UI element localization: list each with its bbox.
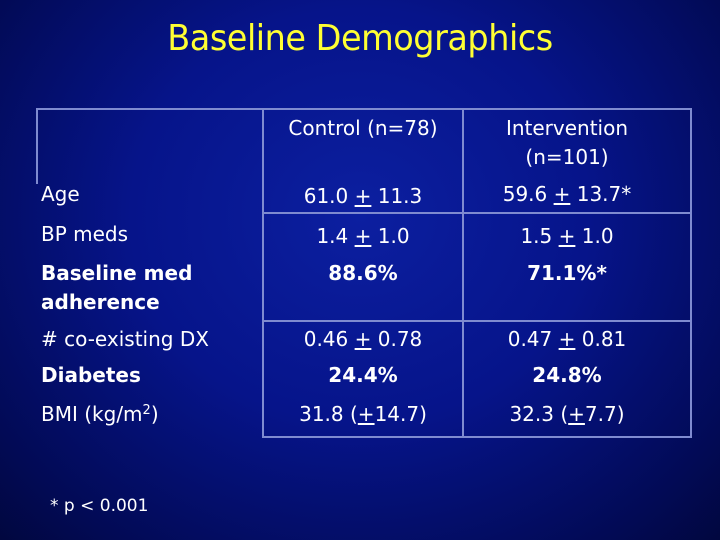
adherence-intervention: 71.1%* xyxy=(527,261,607,285)
row-rule-adherence xyxy=(264,320,692,322)
adherence-control: 88.6% xyxy=(328,261,398,285)
row-label-adherence-line1: Baseline med xyxy=(41,261,193,285)
age-control: 61.0 + 11.3 xyxy=(303,184,423,208)
col-divider-2 xyxy=(462,108,464,438)
row-label-coexisting-dx: # co-existing DX xyxy=(41,327,209,351)
row-label-adherence-line2: adherence xyxy=(41,290,160,314)
bp-meds-control: 1.4 + 1.0 xyxy=(316,224,410,248)
col-divider-1 xyxy=(262,108,264,438)
row-label-age: Age xyxy=(41,182,80,206)
bp-meds-intervention: 1.5 + 1.0 xyxy=(520,224,614,248)
header-control: Control (n=78) xyxy=(288,116,438,140)
table-top-border xyxy=(36,108,692,110)
table-left-border xyxy=(36,108,38,184)
row-label-diabetes: Diabetes xyxy=(41,363,141,387)
slide-title: Baseline Demographics xyxy=(167,18,553,59)
significance-footnote: * p < 0.001 xyxy=(50,496,149,516)
header-intervention-line1: Intervention xyxy=(505,116,629,140)
diabetes-control: 24.4% xyxy=(328,363,398,387)
age-intervention: 59.6 + 13.7* xyxy=(502,182,632,206)
header-intervention-line2: (n=101) xyxy=(525,145,609,169)
diabetes-intervention: 24.8% xyxy=(532,363,602,387)
row-label-bp-meds: BP meds xyxy=(41,222,129,246)
bmi-control: 31.8 (+14.7) xyxy=(299,402,427,426)
coexisting-dx-control: 0.46 + 0.78 xyxy=(303,327,423,351)
table-bottom-border xyxy=(264,436,692,438)
table-right-border xyxy=(690,108,692,438)
row-rule-age xyxy=(264,212,464,214)
row-label-bmi: BMI (kg/m2) xyxy=(41,402,159,426)
bmi-intervention: 32.3 (+7.7) xyxy=(509,402,625,426)
coexisting-dx-intervention: 0.47 + 0.81 xyxy=(507,327,627,351)
demographics-table: Control (n=78) Intervention (n=101) Age … xyxy=(36,108,692,438)
header-rule-intervention xyxy=(464,212,692,214)
